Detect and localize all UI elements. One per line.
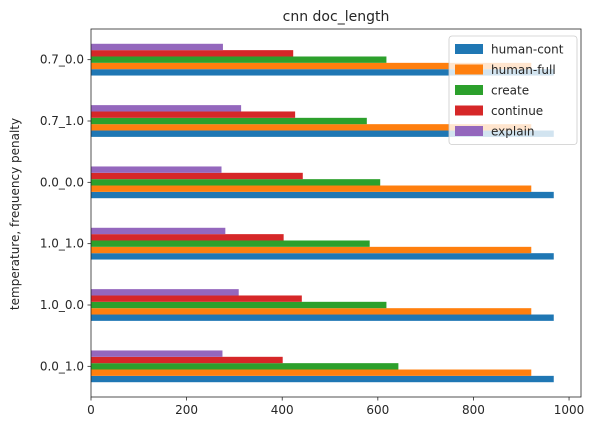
legend-swatch-continue <box>455 105 483 116</box>
y-ticks-group: 0.0_1.0 1.0_0.0 1.0_1.0 0.0_0.0 0.7_1.0 0.7_0… <box>40 53 91 373</box>
bar-human-cont-0.7_0.0 <box>91 69 554 76</box>
bar-explain-0.0_1.0 <box>91 350 223 357</box>
y-axis-title: temperature, frequency penalty <box>8 118 22 310</box>
bar-continue-0.0_0.0 <box>91 172 303 180</box>
bar-explain-0.7_1.0 <box>91 105 242 112</box>
legend-label-continue: continue <box>491 104 543 118</box>
bar-continue-1.0_1.0 <box>91 234 284 241</box>
x-tick-label: 800 <box>462 403 485 417</box>
bar-human-full-0.7_0.0 <box>91 62 532 70</box>
y-tick-label: 0.0_1.0 <box>40 359 84 373</box>
legend-swatch-human-full <box>455 64 483 75</box>
bar-explain-1.0_0.0 <box>91 289 239 296</box>
bar-create-1.0_0.0 <box>91 301 387 309</box>
bar-create-0.0_0.0 <box>91 179 381 186</box>
bar-human-full-1.0_1.0 <box>91 246 532 254</box>
bar-human-cont-0.7_1.0 <box>91 130 554 137</box>
x-ticks-group: 0 200 400 600 800 1000 <box>87 397 584 417</box>
bar-create-1.0_1.0 <box>91 240 370 247</box>
plot-frame <box>90 28 582 398</box>
x-tick-label: 400 <box>271 403 294 417</box>
bar-continue-1.0_0.0 <box>91 295 302 302</box>
legend-frame <box>448 35 578 145</box>
x-tick-label: 1000 <box>554 403 585 417</box>
bar-explain-0.0_0.0 <box>91 166 222 173</box>
bar-human-full-0.0_1.0 <box>91 369 532 376</box>
legend-label-human-cont: human-cont <box>491 43 564 57</box>
x-tick-label: 600 <box>366 403 389 417</box>
bar-continue-0.7_0.0 <box>91 50 294 57</box>
bar-continue-0.0_1.0 <box>91 356 283 364</box>
x-tick-label: 0 <box>87 403 95 417</box>
bar-human-full-1.0_0.0 <box>91 308 532 315</box>
legend-swatch-explain <box>455 126 483 136</box>
y-tick-label: 0.7_1.0 <box>40 114 84 128</box>
bar-explain-0.7_0.0 <box>91 43 223 51</box>
legend-swatch-create <box>455 85 483 95</box>
bar-explain-1.0_1.0 <box>91 227 226 235</box>
bar-human-cont-1.0_0.0 <box>91 314 554 321</box>
y-tick-label: 1.0_0.0 <box>40 298 84 312</box>
bar-create-0.7_1.0 <box>91 117 367 125</box>
legend: human-cont human-full create continue explai… <box>448 35 578 145</box>
bar-human-full-0.7_1.0 <box>91 124 532 131</box>
legend-swatch-human-cont <box>455 44 483 54</box>
bars-group <box>91 43 554 383</box>
bar-human-full-0.0_0.0 <box>91 185 532 192</box>
legend-label-human-full: human-full <box>491 63 556 77</box>
y-tick-label: 0.0_0.0 <box>40 175 84 189</box>
chart-title: cnn doc_length <box>283 9 390 25</box>
legend-label-explain: explain <box>491 125 535 139</box>
bar-continue-0.7_1.0 <box>91 111 296 118</box>
bar-human-cont-1.0_1.0 <box>91 253 554 260</box>
bar-human-cont-0.0_1.0 <box>91 375 554 383</box>
bar-human-cont-0.0_0.0 <box>91 191 554 199</box>
bar-create-0.0_1.0 <box>91 363 399 370</box>
legend-label-create: create <box>491 84 529 98</box>
bar-create-0.7_0.0 <box>91 56 387 63</box>
x-tick-label: 200 <box>175 403 198 417</box>
y-tick-label: 0.7_0.0 <box>40 53 84 67</box>
y-tick-label: 1.0_1.0 <box>40 237 84 251</box>
